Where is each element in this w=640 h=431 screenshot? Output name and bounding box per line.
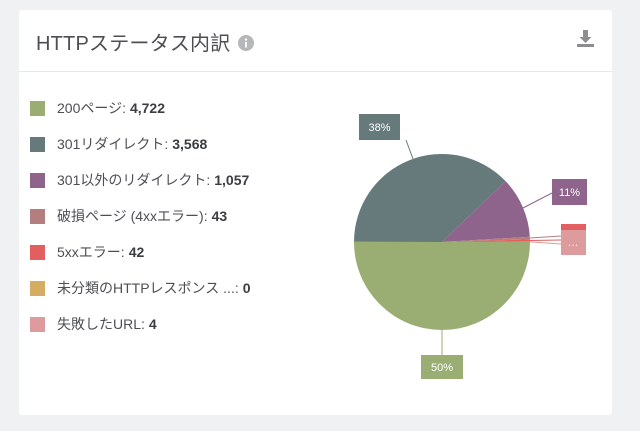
data-label: … (568, 237, 579, 249)
card-header: HTTPステータス内訳 (19, 10, 612, 72)
legend-value: 4,722 (129, 100, 166, 116)
data-label: 50% (431, 362, 453, 374)
pie-slice[interactable] (442, 239, 530, 242)
data-label-box (561, 230, 586, 255)
data-label-connector (529, 235, 562, 239)
legend-item-4xx[interactable]: 破損ページ (4xxエラー): 43 (30, 206, 227, 226)
legend-value: 42 (128, 244, 145, 260)
legend-value: 4 (148, 316, 157, 332)
download-icon[interactable] (576, 29, 595, 48)
legend-item-non-301[interactable]: 301以外のリダイレクト: 1,057 (30, 170, 249, 190)
pie-slice[interactable] (354, 154, 506, 242)
legend-item-200[interactable]: 200ページ: 4,722 (30, 98, 165, 118)
data-label-box (359, 114, 400, 140)
legend-item-5xx[interactable]: 5xxエラー: 42 (30, 242, 144, 262)
legend-label: 破損ページ (4xxエラー): (57, 208, 208, 224)
legend-label: 301リダイレクト: (57, 136, 169, 152)
data-label-box (552, 179, 587, 205)
legend-value: 0 (242, 280, 251, 296)
info-circle-icon[interactable] (238, 34, 255, 51)
legend-swatch (30, 172, 45, 188)
pie-slice[interactable] (442, 181, 530, 242)
legend-value: 1,057 (214, 172, 250, 188)
legend-swatch (30, 316, 45, 332)
data-label-connector (405, 139, 414, 160)
legend-swatch (30, 244, 45, 260)
pie-slice[interactable] (354, 241, 530, 330)
pie-slice[interactable] (442, 236, 530, 242)
data-label-connector (529, 239, 562, 242)
legend-label: 200ページ: (57, 100, 126, 116)
card-title-text: HTTPステータス内訳 (36, 33, 231, 55)
data-label-box (561, 224, 586, 230)
legend-item-failed[interactable]: 失敗したURL: 4 (30, 314, 157, 334)
legend-swatch (30, 136, 45, 152)
legend-swatch (30, 208, 45, 224)
legend-value: 43 (211, 208, 228, 224)
data-label-box (421, 355, 463, 379)
card-title: HTTPステータス内訳 (36, 27, 255, 56)
legend-item-301[interactable]: 301リダイレクト: 3,568 (30, 134, 207, 154)
legend-label: 5xxエラー: (57, 244, 125, 260)
legend-swatch (30, 100, 45, 116)
legend-item-unclassified[interactable]: 未分類のHTTPレスポンス ...: 0 (30, 278, 251, 298)
data-label: 38% (368, 122, 390, 134)
legend-value: 3,568 (172, 136, 208, 152)
legend-label: 失敗したURL: (57, 316, 145, 332)
data-label-connector (520, 192, 553, 210)
data-label: 11% (559, 187, 580, 199)
legend-label: 未分類のHTTPレスポンス ...: (57, 280, 239, 296)
legend-swatch (30, 280, 45, 296)
data-label-connector (529, 241, 562, 245)
legend-label: 301以外のリダイレクト: (57, 172, 211, 188)
